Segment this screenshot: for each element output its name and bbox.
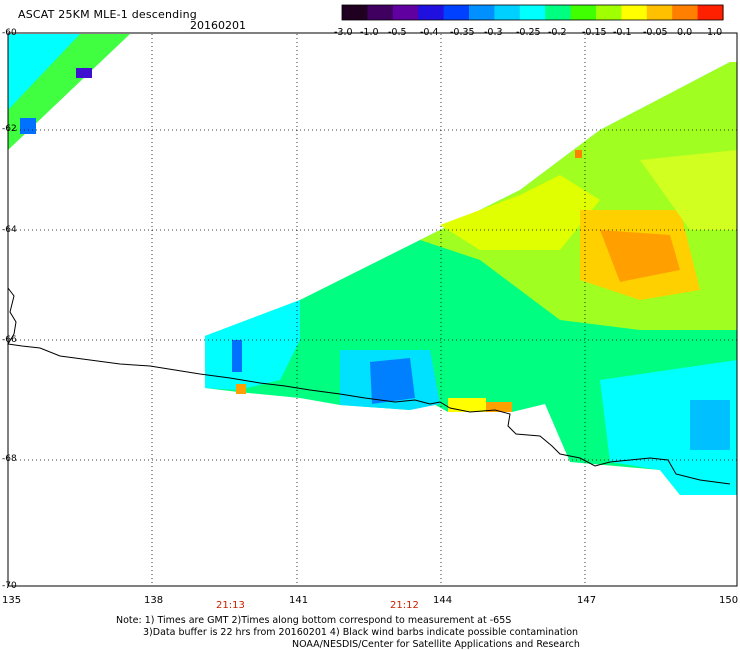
colorbar-segment [469,5,495,20]
colorbar-tick-label: -0.05 [643,27,668,38]
colorbar-tick-label: -0.35 [450,27,475,38]
time-label: 21:12 [390,600,419,611]
colorbar-tick-label: 1.0 [707,27,722,38]
colorbar-tick-label: -1.0 [360,27,379,38]
colorbar-tick-label: 0.0 [677,27,692,38]
colorbar-tick-label: -0.5 [388,27,407,38]
lat-label: -68 [2,454,17,464]
swath-patch [20,118,36,134]
colorbar-segment [494,5,520,20]
swath-patch [690,400,730,450]
swath-patch [575,150,582,158]
swath-patch [448,398,486,412]
colorbar-tick-label: -0.2 [548,27,567,38]
colorbar-tick-label: -3.0 [334,27,353,38]
lat-label: -60 [2,28,17,38]
lon-label: 147 [577,595,596,606]
colorbar-tick-label: -0.3 [484,27,503,38]
colorbar-tick-label: -0.15 [582,27,607,38]
colorbar-segment [367,5,393,20]
lon-label: 135 [2,595,21,606]
colorbar-segment [596,5,622,20]
lon-label: 150 [719,595,738,606]
swath-patch [370,358,415,404]
colorbar-segment [393,5,419,20]
wind-swath [8,34,737,495]
colorbar-segment [698,5,724,20]
lon-label: 138 [144,595,163,606]
lon-label: 141 [289,595,308,606]
colorbar-segment [672,5,698,20]
colorbar-segment [647,5,673,20]
credit-line: NOAA/NESDIS/Center for Satellite Applica… [292,639,580,650]
note-line: Note: 1) Times are GMT 2)Times along bot… [116,615,511,626]
lat-label: -64 [2,225,17,235]
lat-label: -70 [2,581,17,591]
colorbar-tick-label: -0.1 [613,27,632,38]
lon-label: 144 [433,595,452,606]
colorbar-segment [444,5,470,20]
colorbar-segment [545,5,571,20]
colorbar-segment [418,5,444,20]
lat-label: -62 [2,124,17,134]
swath-patch [232,340,242,372]
colorbar-segment [520,5,546,20]
colorbar-segment [342,5,368,20]
colorbar [342,5,724,20]
note-line: 3)Data buffer is 22 hrs from 20160201 4)… [143,627,578,638]
colorbar-segment [571,5,597,20]
colorbar-segment [621,5,647,20]
colorbar-tick-label: -0.25 [516,27,541,38]
swath-patch [76,68,92,78]
swath-patch [236,384,246,394]
lat-label: -66 [2,335,17,345]
time-label: 21:13 [216,600,245,611]
colorbar-tick-label: -0.4 [420,27,439,38]
